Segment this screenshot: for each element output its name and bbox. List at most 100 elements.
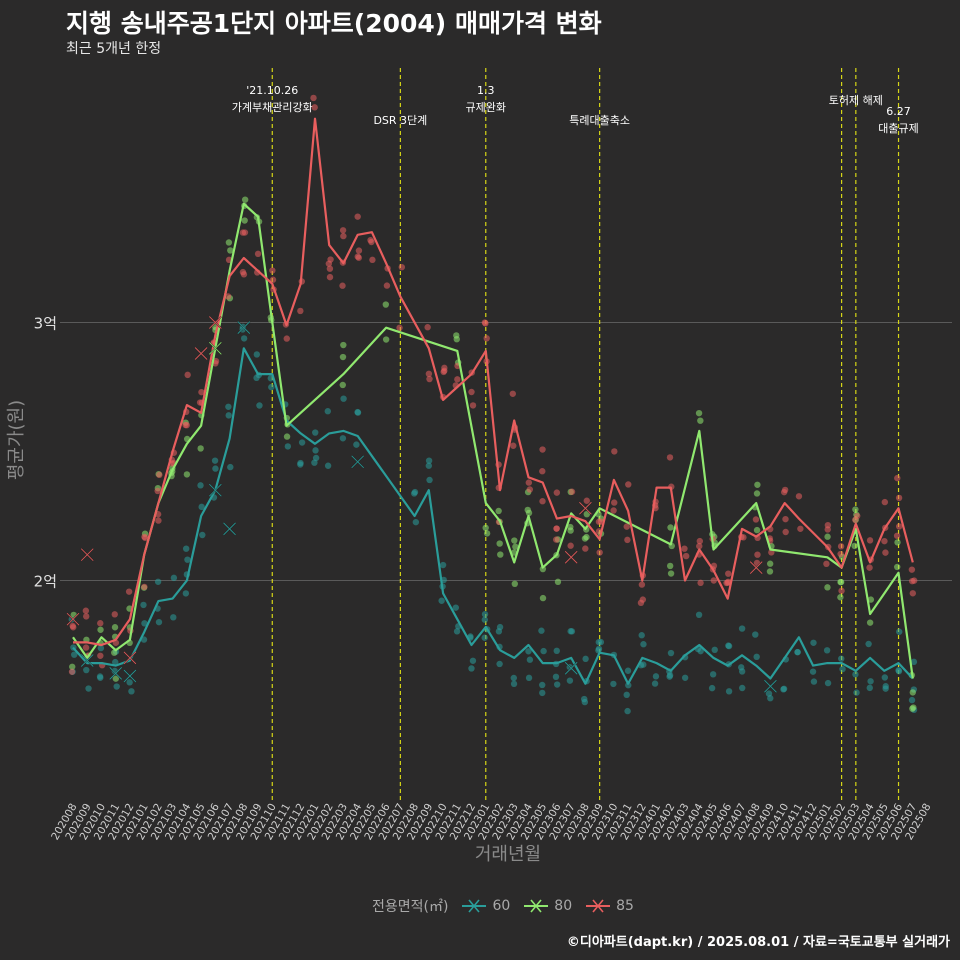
dot-80 (837, 594, 844, 601)
x-mark-color-60 (109, 667, 123, 680)
dot-60 (324, 408, 331, 415)
dot-60 (453, 628, 461, 635)
dot-85 (454, 376, 461, 383)
dot-85 (283, 335, 290, 342)
event-label-202506-1: 대출규제 (878, 122, 918, 135)
dot-60 (794, 648, 801, 656)
x-mark-color-60 (764, 679, 777, 693)
dot-80 (567, 527, 574, 534)
chart-subtitle: 최근 5개년 한정 (66, 41, 162, 57)
series-lines (72, 117, 914, 685)
dot-85 (710, 577, 717, 584)
legend: 전용면적(㎡) 60 80 85 (372, 896, 634, 916)
x-mark-color-80 (208, 341, 222, 355)
series-line-85 (73, 117, 914, 647)
dot-85 (354, 253, 361, 260)
dot-80 (753, 526, 761, 534)
dot-85 (424, 324, 431, 331)
dot-80 (554, 578, 562, 586)
dot-60 (85, 685, 92, 692)
dot-85 (156, 471, 163, 479)
dot-85 (254, 250, 262, 258)
dot-60 (553, 681, 561, 688)
dot-85 (866, 537, 874, 544)
dot-85 (781, 486, 789, 494)
grid-lines (60, 322, 952, 581)
x-mark-color-60 (237, 321, 251, 335)
dot-85 (539, 446, 546, 453)
dot-80 (866, 619, 874, 626)
dot-85 (154, 487, 161, 495)
dot-60 (838, 655, 845, 662)
dot-80 (852, 506, 859, 513)
dot-80 (837, 578, 845, 586)
x-mark-color-60 (80, 654, 94, 667)
dot-60 (481, 610, 489, 618)
dot-80 (766, 568, 774, 575)
dot-60 (425, 462, 433, 469)
dot-85 (909, 590, 917, 597)
dot-85 (440, 368, 447, 376)
dot-60 (140, 601, 147, 609)
dot-80 (69, 663, 76, 670)
dot-60 (354, 409, 362, 416)
dot-85 (908, 566, 916, 573)
dot-60 (553, 647, 560, 655)
dot-60 (752, 631, 759, 638)
dot-80 (340, 341, 347, 349)
event-label-202301-0: 1.3 (477, 84, 495, 97)
dot-60 (568, 628, 576, 635)
dot-80 (583, 510, 591, 518)
dot-85 (567, 542, 574, 549)
dot-60 (725, 688, 733, 695)
dot-85 (910, 577, 918, 584)
dot-80 (183, 471, 191, 478)
dot-80 (909, 705, 916, 712)
dot-85 (838, 587, 845, 595)
dot-60 (753, 653, 760, 661)
dot-60 (83, 666, 90, 674)
dot-60 (312, 429, 319, 436)
dot-85 (339, 282, 346, 289)
dot-60 (810, 639, 817, 646)
dot-60 (739, 684, 746, 692)
legend-swatch-60 (462, 899, 487, 913)
dot-85 (398, 263, 406, 271)
dot-60 (853, 689, 860, 696)
dot-80 (112, 675, 120, 682)
dot-85 (895, 494, 903, 502)
y-tick-label-1: 3억 (34, 315, 57, 333)
dot-80 (111, 624, 119, 631)
dot-85 (782, 515, 789, 523)
dot-60 (113, 683, 120, 690)
dot-60 (481, 634, 488, 641)
dot-85 (894, 474, 901, 482)
x-mark-color-85 (123, 651, 137, 665)
dot-60 (595, 645, 603, 652)
event-label-202110-0: '21.10.26 (246, 84, 298, 97)
dot-60 (610, 680, 617, 688)
dot-80 (851, 542, 858, 550)
y-tick-label-0: 2억 (34, 573, 57, 591)
dot-80 (339, 381, 346, 389)
dot-85 (297, 307, 304, 315)
dot-60 (526, 656, 534, 663)
cancelled-marks (66, 315, 777, 693)
dot-60 (725, 642, 732, 649)
dot-60 (256, 402, 263, 409)
dot-85 (383, 282, 391, 289)
legend-label-80: 80 (554, 898, 573, 914)
dot-60 (225, 412, 232, 419)
dot-60 (839, 665, 846, 673)
dot-80 (583, 533, 590, 541)
dot-60 (469, 657, 477, 664)
dot-80 (511, 580, 519, 588)
dot-60 (823, 647, 831, 654)
legend-item-60: 60 (460, 898, 510, 914)
dot-60 (738, 625, 746, 632)
dot-60 (128, 688, 135, 695)
dot-60 (681, 674, 689, 681)
dot-60 (197, 482, 204, 489)
dot-85 (553, 489, 561, 496)
dot-85 (340, 232, 347, 240)
